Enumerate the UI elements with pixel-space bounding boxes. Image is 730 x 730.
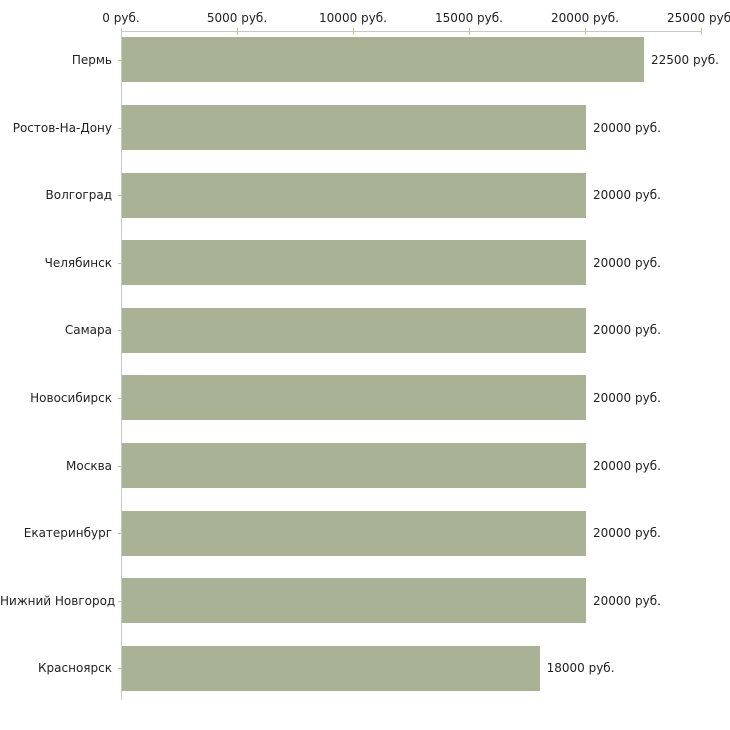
bar-value-label: 20000 руб. xyxy=(593,255,661,270)
bar-value-label: 20000 руб. xyxy=(593,390,661,405)
y-axis-line xyxy=(121,28,122,700)
bar xyxy=(122,105,586,151)
x-tick-label: 20000 руб. xyxy=(551,11,619,25)
y-tick-mark xyxy=(118,127,124,129)
bar-value-label: 20000 руб. xyxy=(593,323,661,338)
bar-value-label: 20000 руб. xyxy=(593,526,661,541)
bar xyxy=(122,443,586,489)
bar-row: Самара 20000 руб. xyxy=(0,297,730,365)
bar xyxy=(122,578,586,624)
y-tick-mark xyxy=(118,330,124,332)
category-label: Красноярск xyxy=(38,661,112,676)
category-label: Москва xyxy=(66,458,112,473)
bar-value-label: 20000 руб. xyxy=(593,458,661,473)
y-tick-mark xyxy=(118,262,124,264)
category-label: Самара xyxy=(64,323,112,338)
x-tick-label: 10000 руб. xyxy=(319,11,387,25)
category-label: Новосибирск xyxy=(30,390,112,405)
x-tick-mark xyxy=(585,28,586,35)
x-tick-mark xyxy=(469,28,470,35)
bar xyxy=(122,510,586,556)
x-tick-label: 0 руб. xyxy=(102,11,140,25)
bar-row: Нижний Новгород 20000 руб. xyxy=(0,567,730,635)
bar xyxy=(122,240,586,286)
category-label: Нижний Новгород xyxy=(0,593,116,608)
bar xyxy=(122,172,586,218)
bar-row: Екатеринбург 20000 руб. xyxy=(0,499,730,567)
bar-row: Красноярск 18000 руб. xyxy=(0,635,730,703)
bar-value-label: 22500 руб. xyxy=(651,52,719,67)
bar-value-label: 18000 руб. xyxy=(546,661,615,676)
y-tick-mark xyxy=(118,465,124,467)
x-axis-line xyxy=(121,31,702,32)
bar-row: Ростов-На-Дону 20000 руб. xyxy=(0,94,730,162)
bar xyxy=(122,37,644,83)
bar-row: Пермь 22500 руб. xyxy=(0,26,730,94)
category-label: Екатеринбург xyxy=(23,526,112,541)
y-tick-mark xyxy=(118,533,124,535)
x-tick-mark xyxy=(353,28,354,35)
bar xyxy=(122,307,586,353)
bar-row: Москва 20000 руб. xyxy=(0,432,730,500)
y-tick-mark xyxy=(118,195,124,197)
x-tick-label: 5000 руб. xyxy=(206,11,268,25)
y-tick-mark xyxy=(118,60,124,61)
bar-value-label: 20000 руб. xyxy=(593,593,661,608)
bar-row: Новосибирск 20000 руб. xyxy=(0,364,730,432)
category-label: Волгоград xyxy=(45,188,112,203)
bar xyxy=(122,375,586,421)
x-tick-mark xyxy=(701,28,702,35)
category-label: Челябинск xyxy=(44,255,112,270)
category-label: Ростов-На-Дону xyxy=(12,120,112,135)
bar-value-label: 20000 руб. xyxy=(593,188,661,203)
y-tick-mark xyxy=(118,600,124,602)
bar xyxy=(122,645,540,691)
category-label: Пермь xyxy=(71,52,112,67)
y-tick-mark xyxy=(118,668,124,670)
bar-value-label: 20000 руб. xyxy=(593,120,661,135)
y-tick-mark xyxy=(118,398,124,399)
bar-row: Челябинск 20000 руб. xyxy=(0,229,730,297)
x-tick-mark xyxy=(237,28,238,35)
x-tick-label: 25000 руб. xyxy=(667,11,730,25)
bar-row: Волгоград 20000 руб. xyxy=(0,161,730,229)
x-tick-label: 15000 руб. xyxy=(435,11,503,25)
